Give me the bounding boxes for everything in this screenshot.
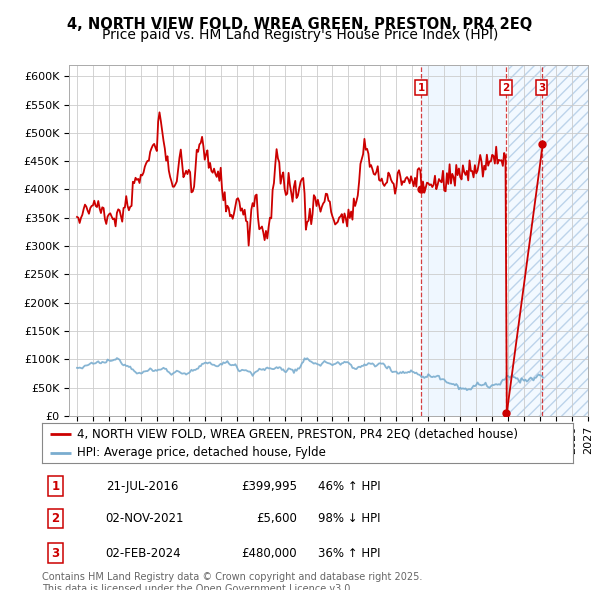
Text: 4, NORTH VIEW FOLD, WREA GREEN, PRESTON, PR4 2EQ: 4, NORTH VIEW FOLD, WREA GREEN, PRESTON,… (67, 17, 533, 31)
Text: 21-JUL-2016: 21-JUL-2016 (106, 480, 178, 493)
Text: 02-NOV-2021: 02-NOV-2021 (106, 512, 184, 525)
Text: 98% ↓ HPI: 98% ↓ HPI (318, 512, 380, 525)
Text: 3: 3 (51, 546, 59, 559)
Text: 4, NORTH VIEW FOLD, WREA GREEN, PRESTON, PR4 2EQ (detached house): 4, NORTH VIEW FOLD, WREA GREEN, PRESTON,… (77, 428, 518, 441)
Bar (508, 65, 588, 416)
Text: HPI: Average price, detached house, Fylde: HPI: Average price, detached house, Fyld… (77, 446, 325, 459)
Text: 46% ↑ HPI: 46% ↑ HPI (318, 480, 381, 493)
Text: 1: 1 (418, 83, 425, 93)
Text: 2: 2 (502, 83, 509, 93)
Text: Contains HM Land Registry data © Crown copyright and database right 2025.
This d: Contains HM Land Registry data © Crown c… (42, 572, 422, 590)
Text: £480,000: £480,000 (241, 546, 297, 559)
Bar (508, 65, 588, 416)
Text: 2: 2 (51, 512, 59, 525)
Text: 3: 3 (538, 83, 545, 93)
Text: £5,600: £5,600 (256, 512, 297, 525)
Text: £399,995: £399,995 (241, 480, 297, 493)
Text: 36% ↑ HPI: 36% ↑ HPI (318, 546, 380, 559)
Text: Price paid vs. HM Land Registry's House Price Index (HPI): Price paid vs. HM Land Registry's House … (102, 28, 498, 42)
Text: 1: 1 (51, 480, 59, 493)
Text: 02-FEB-2024: 02-FEB-2024 (106, 546, 181, 559)
Bar (421, 65, 506, 416)
